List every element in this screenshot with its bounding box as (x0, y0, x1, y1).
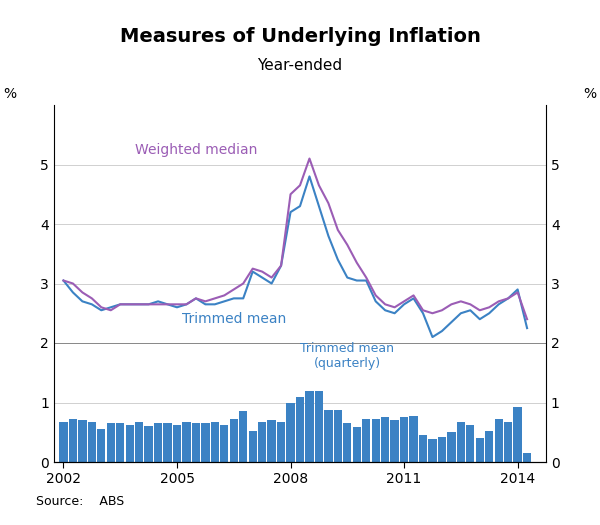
Text: Weighted median: Weighted median (135, 143, 257, 156)
Bar (163, 423, 172, 462)
Text: Trimmed mean
(quarterly): Trimmed mean (quarterly) (301, 342, 394, 370)
Bar (523, 453, 531, 462)
Bar (211, 422, 219, 462)
Bar (371, 419, 380, 462)
Bar (173, 425, 181, 462)
Bar (59, 422, 68, 462)
Bar (419, 435, 427, 462)
Text: %: % (584, 88, 597, 101)
Bar (145, 426, 153, 462)
Bar (428, 439, 437, 462)
Bar (277, 422, 285, 462)
Text: Source:    ABS: Source: ABS (36, 495, 124, 508)
Bar (485, 431, 493, 462)
Bar (494, 419, 503, 462)
Bar (88, 422, 96, 462)
Bar (192, 423, 200, 462)
Bar (391, 421, 399, 462)
Bar (182, 422, 191, 462)
Bar (248, 431, 257, 462)
Bar (97, 429, 106, 462)
Bar (154, 423, 162, 462)
Bar (220, 425, 229, 462)
Bar (230, 419, 238, 462)
Bar (343, 423, 352, 462)
Bar (514, 407, 522, 462)
Bar (107, 423, 115, 462)
Bar (125, 425, 134, 462)
Bar (457, 422, 465, 462)
Bar (400, 417, 408, 462)
Text: %: % (3, 88, 16, 101)
Text: Measures of Underlying Inflation: Measures of Underlying Inflation (119, 27, 481, 46)
Bar (324, 410, 332, 462)
Bar (438, 437, 446, 462)
Text: Trimmed mean: Trimmed mean (182, 312, 286, 326)
Bar (201, 423, 209, 462)
Bar (409, 416, 418, 462)
Bar (239, 412, 247, 462)
Bar (69, 419, 77, 462)
Bar (334, 410, 342, 462)
Bar (116, 423, 124, 462)
Bar (258, 422, 266, 462)
Bar (381, 417, 389, 462)
Bar (78, 421, 86, 462)
Bar (476, 438, 484, 462)
Bar (296, 396, 304, 462)
Bar (268, 421, 276, 462)
Bar (353, 427, 361, 462)
Text: Year-ended: Year-ended (257, 58, 343, 73)
Bar (305, 391, 314, 462)
Bar (466, 425, 475, 462)
Bar (504, 422, 512, 462)
Bar (135, 422, 143, 462)
Bar (286, 403, 295, 462)
Bar (362, 419, 370, 462)
Bar (315, 391, 323, 462)
Bar (447, 432, 455, 462)
